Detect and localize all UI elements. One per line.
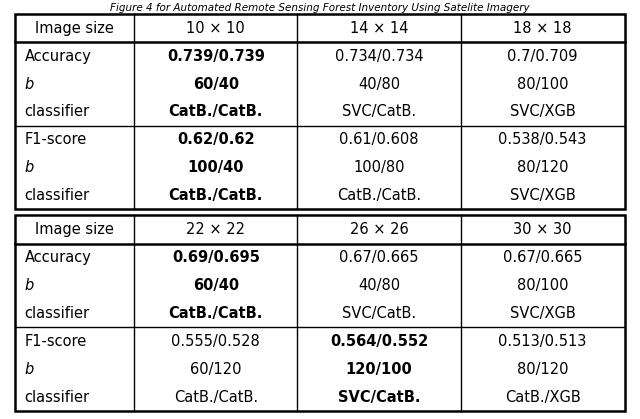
Text: 30 × 30: 30 × 30	[513, 222, 572, 237]
Text: 120/100: 120/100	[346, 362, 413, 377]
Text: b: b	[24, 278, 34, 293]
Text: CatB./CatB.: CatB./CatB.	[337, 188, 421, 203]
Text: 0.538/0.543: 0.538/0.543	[499, 132, 587, 147]
Text: b: b	[24, 160, 34, 175]
Text: 0.7/0.709: 0.7/0.709	[508, 49, 578, 64]
Text: classifier: classifier	[24, 188, 90, 203]
Text: Accuracy: Accuracy	[24, 49, 92, 64]
Text: Accuracy: Accuracy	[24, 250, 92, 265]
Text: 60/40: 60/40	[193, 77, 239, 92]
Text: 0.62/0.62: 0.62/0.62	[177, 132, 255, 147]
Text: F1-score: F1-score	[24, 334, 87, 349]
Text: Image size: Image size	[35, 222, 114, 237]
Text: 40/80: 40/80	[358, 77, 400, 92]
Text: SVC/CatB.: SVC/CatB.	[338, 390, 420, 405]
Text: 0.67/0.665: 0.67/0.665	[503, 250, 582, 265]
Text: 0.61/0.608: 0.61/0.608	[339, 132, 419, 147]
Text: SVC/XGB: SVC/XGB	[510, 104, 575, 119]
Text: CatB./CatB.: CatB./CatB.	[168, 104, 263, 119]
Text: 0.734/0.734: 0.734/0.734	[335, 49, 424, 64]
Text: CatB./CatB.: CatB./CatB.	[173, 390, 258, 405]
Text: 0.564/0.552: 0.564/0.552	[330, 334, 428, 349]
Text: 22 × 22: 22 × 22	[186, 222, 245, 237]
Text: CatB./CatB.: CatB./CatB.	[168, 306, 263, 321]
Text: 0.69/0.695: 0.69/0.695	[172, 250, 260, 265]
Text: SVC/CatB.: SVC/CatB.	[342, 104, 416, 119]
Text: 0.67/0.665: 0.67/0.665	[339, 250, 419, 265]
Text: SVC/XGB: SVC/XGB	[510, 188, 575, 203]
Text: 80/100: 80/100	[517, 278, 568, 293]
Text: F1-score: F1-score	[24, 132, 87, 147]
Text: SVC/CatB.: SVC/CatB.	[342, 306, 416, 321]
Text: 80/120: 80/120	[517, 362, 568, 377]
Text: 0.513/0.513: 0.513/0.513	[499, 334, 587, 349]
Bar	[15, 14, 625, 210]
Text: 80/120: 80/120	[517, 160, 568, 175]
Text: 26 × 26: 26 × 26	[350, 222, 408, 237]
Text: SVC/XGB: SVC/XGB	[510, 306, 575, 321]
Text: 18 × 18: 18 × 18	[513, 21, 572, 36]
Text: 60/120: 60/120	[190, 362, 241, 377]
Text: CatB./CatB.: CatB./CatB.	[168, 188, 263, 203]
Text: 60/40: 60/40	[193, 278, 239, 293]
Text: 0.555/0.528: 0.555/0.528	[172, 334, 260, 349]
Text: Image size: Image size	[35, 21, 114, 36]
Text: 10 × 10: 10 × 10	[186, 21, 245, 36]
Text: CatB./XGB: CatB./XGB	[505, 390, 580, 405]
Bar	[15, 215, 625, 411]
Text: classifier: classifier	[24, 104, 90, 119]
Text: 100/80: 100/80	[353, 160, 405, 175]
Text: b: b	[24, 77, 34, 92]
Text: 40/80: 40/80	[358, 278, 400, 293]
Text: b: b	[24, 362, 34, 377]
Text: 0.739/0.739: 0.739/0.739	[167, 49, 264, 64]
Text: classifier: classifier	[24, 390, 90, 405]
Text: 14 × 14: 14 × 14	[350, 21, 408, 36]
Text: Figure 4 for Automated Remote Sensing Forest Inventory Using Satelite Imagery: Figure 4 for Automated Remote Sensing Fo…	[110, 3, 530, 13]
Text: 80/100: 80/100	[517, 77, 568, 92]
Text: classifier: classifier	[24, 306, 90, 321]
Text: 100/40: 100/40	[188, 160, 244, 175]
